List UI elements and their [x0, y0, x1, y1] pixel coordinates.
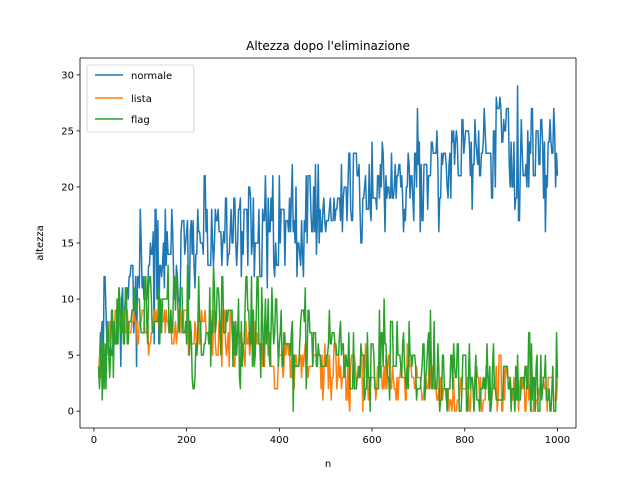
x-tick-label: 600 — [362, 435, 381, 446]
y-tick-label: 10 — [61, 295, 74, 306]
x-tick-label: 800 — [455, 435, 474, 446]
x-tick-label: 0 — [91, 435, 97, 446]
legend-label-lista: lista — [131, 94, 152, 105]
x-ticks: 0 200 400 600 800 1000 — [91, 428, 570, 446]
y-tick-label: 30 — [61, 70, 74, 81]
legend-box — [86, 64, 195, 133]
legend: normale lista flag — [86, 64, 195, 133]
series-lines — [97, 85, 559, 412]
x-axis-label: n — [325, 459, 331, 470]
y-axis-label: altezza — [35, 225, 46, 261]
y-tick-label: 20 — [61, 182, 74, 193]
legend-label-flag: flag — [131, 115, 150, 126]
x-tick-label: 400 — [270, 435, 289, 446]
y-ticks: 0 5 10 15 20 25 30 — [61, 70, 80, 418]
y-tick-label: 25 — [61, 126, 74, 137]
legend-label-normale: normale — [131, 71, 172, 82]
series-line-flag — [97, 264, 559, 412]
axes — [79, 57, 577, 429]
chart-title: Altezza dopo l'eliminazione — [246, 39, 410, 53]
y-tick-label: 0 — [68, 407, 74, 418]
y-tick-label: 5 — [68, 351, 74, 362]
x-tick-label: 200 — [177, 435, 196, 446]
y-tick-label: 15 — [61, 239, 74, 250]
x-tick-label: 1000 — [545, 435, 570, 446]
